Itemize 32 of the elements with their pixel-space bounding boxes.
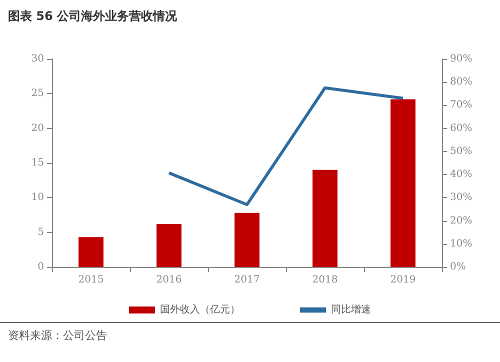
y2-tick-label: 20% xyxy=(450,215,472,226)
x-tick-label: 2019 xyxy=(390,274,416,286)
legend-label: 国外收入（亿元） xyxy=(160,304,240,316)
y2-tick-label: 40% xyxy=(450,169,472,180)
x-tick-label: 2017 xyxy=(234,274,260,286)
y2-tick-label: 60% xyxy=(450,122,472,134)
bar xyxy=(312,170,338,267)
y-tick-label: 0 xyxy=(38,262,44,272)
y2-tick-label: 30% xyxy=(450,192,472,204)
x-tick-label: 2016 xyxy=(156,274,182,286)
y-tick-label: 5 xyxy=(38,226,44,238)
bar xyxy=(390,99,416,267)
y2-tick-label: 70% xyxy=(450,100,472,111)
y2-tick-label: 80% xyxy=(450,76,472,88)
text: 资料来源：公司公告 xyxy=(8,329,107,342)
y2-tick-label: 10% xyxy=(450,238,472,250)
y2-tick-label: 50% xyxy=(450,146,472,157)
bar xyxy=(78,237,104,267)
bar xyxy=(234,212,260,267)
y2-tick-label: 0% xyxy=(450,262,466,272)
x-tick-label: 2015 xyxy=(78,274,104,286)
bar xyxy=(156,224,182,267)
x-tick-label: 2018 xyxy=(312,274,338,286)
y-tick-label: 30 xyxy=(31,54,44,64)
y-tick-label: 20 xyxy=(31,122,44,134)
y-tick-label: 10 xyxy=(31,192,44,204)
chart-title: 图表 56 公司海外业务营收情况 xyxy=(8,9,178,23)
y2-tick-label: 90% xyxy=(450,54,472,64)
y-tick-label: 25 xyxy=(31,88,44,100)
line-series xyxy=(168,86,404,206)
legend-label: 同比增速 xyxy=(331,304,371,316)
y-tick-label: 15 xyxy=(31,158,44,168)
